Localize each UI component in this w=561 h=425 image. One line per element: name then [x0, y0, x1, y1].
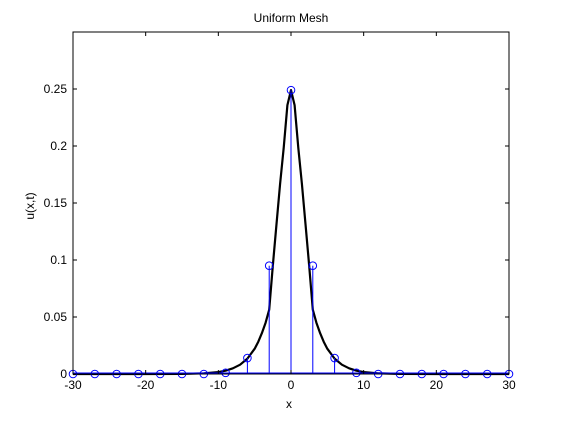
- x-tick-label: 10: [357, 378, 371, 392]
- y-tick-label: 0.1: [50, 253, 67, 267]
- y-tick-label: 0: [60, 367, 67, 381]
- x-axis-label: x: [286, 397, 292, 411]
- x-tick-label: 30: [502, 378, 516, 392]
- y-tick-label: 0.2: [50, 139, 67, 153]
- y-tick-label: 0.05: [44, 310, 68, 324]
- x-tick-label: 20: [430, 378, 444, 392]
- y-tick-label: 0.25: [44, 82, 68, 96]
- chart-title: Uniform Mesh: [254, 11, 329, 25]
- x-tick-label: -20: [137, 378, 155, 392]
- x-tick-label: 0: [288, 378, 295, 392]
- y-tick-label: 0.15: [44, 196, 68, 210]
- y-axis-label: u(x,t): [23, 192, 37, 219]
- x-tick-label: -10: [210, 378, 228, 392]
